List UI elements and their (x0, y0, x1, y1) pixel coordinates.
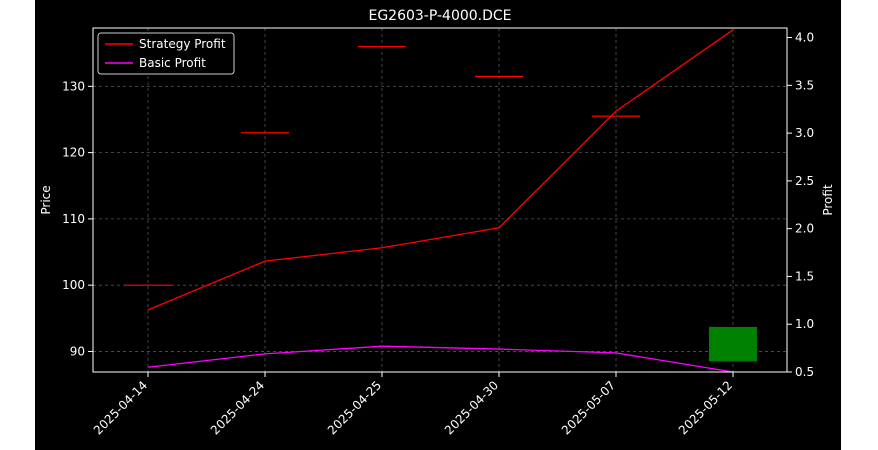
y-right-tick-label: 3.5 (795, 78, 814, 92)
candle-body (709, 326, 757, 362)
x-tick-label: 2025-05-12 (676, 378, 735, 437)
x-tick-label: 2025-04-25 (325, 378, 384, 437)
y-right-tick-label: 4.0 (795, 31, 814, 45)
y-right-tick-label: 1.5 (795, 269, 814, 283)
y-left-tick-label: 100 (62, 278, 85, 292)
x-tick-label: 2025-04-14 (91, 378, 150, 437)
series-line-strategy-profit (147, 29, 734, 311)
legend: Strategy Profit Basic Profit (97, 32, 235, 75)
y-right-tick-label: 1.0 (795, 317, 814, 331)
axis-layer: 90 100 110 120 130 0.5 1.0 1.5 2.0 2.5 3.0 3.5 4.0 20… (62, 31, 814, 438)
y-left-tick-label: 130 (62, 79, 85, 93)
chart-title: EG2603-P-4000.DCE (368, 8, 511, 24)
x-tick-label: 2025-04-30 (442, 378, 501, 437)
y-right-tick-label: 0.5 (795, 365, 814, 379)
y-axis-left-label: Price (39, 185, 53, 214)
grid-layer (93, 28, 787, 372)
y-right-tick-label: 2.5 (795, 174, 814, 188)
x-tick-label: 2025-04-24 (208, 378, 267, 437)
y-left-tick-label: 110 (62, 212, 85, 226)
y-right-tick-label: 3.0 (795, 126, 814, 140)
plot-frame (92, 27, 788, 373)
chart-svg: EG2603-P-4000.DCE 90 100 110 120 130 0.5 1.0 1.… (39, 8, 835, 438)
y-left-tick-label: 90 (70, 344, 85, 358)
y-left-tick-label: 120 (62, 146, 85, 160)
x-tick-label: 2025-05-07 (559, 378, 618, 437)
legend-label-strategy-profit: Strategy Profit (139, 37, 226, 51)
chart-figure: EG2603-P-4000.DCE 90 100 110 120 130 0.5 1.0 1.… (35, 0, 841, 450)
data-layer (124, 29, 757, 373)
series-line-basic-profit (147, 345, 734, 373)
y-right-tick-label: 2.0 (795, 222, 814, 236)
y-axis-right-label: Profit (821, 184, 835, 216)
legend-label-basic-profit: Basic Profit (139, 56, 206, 70)
